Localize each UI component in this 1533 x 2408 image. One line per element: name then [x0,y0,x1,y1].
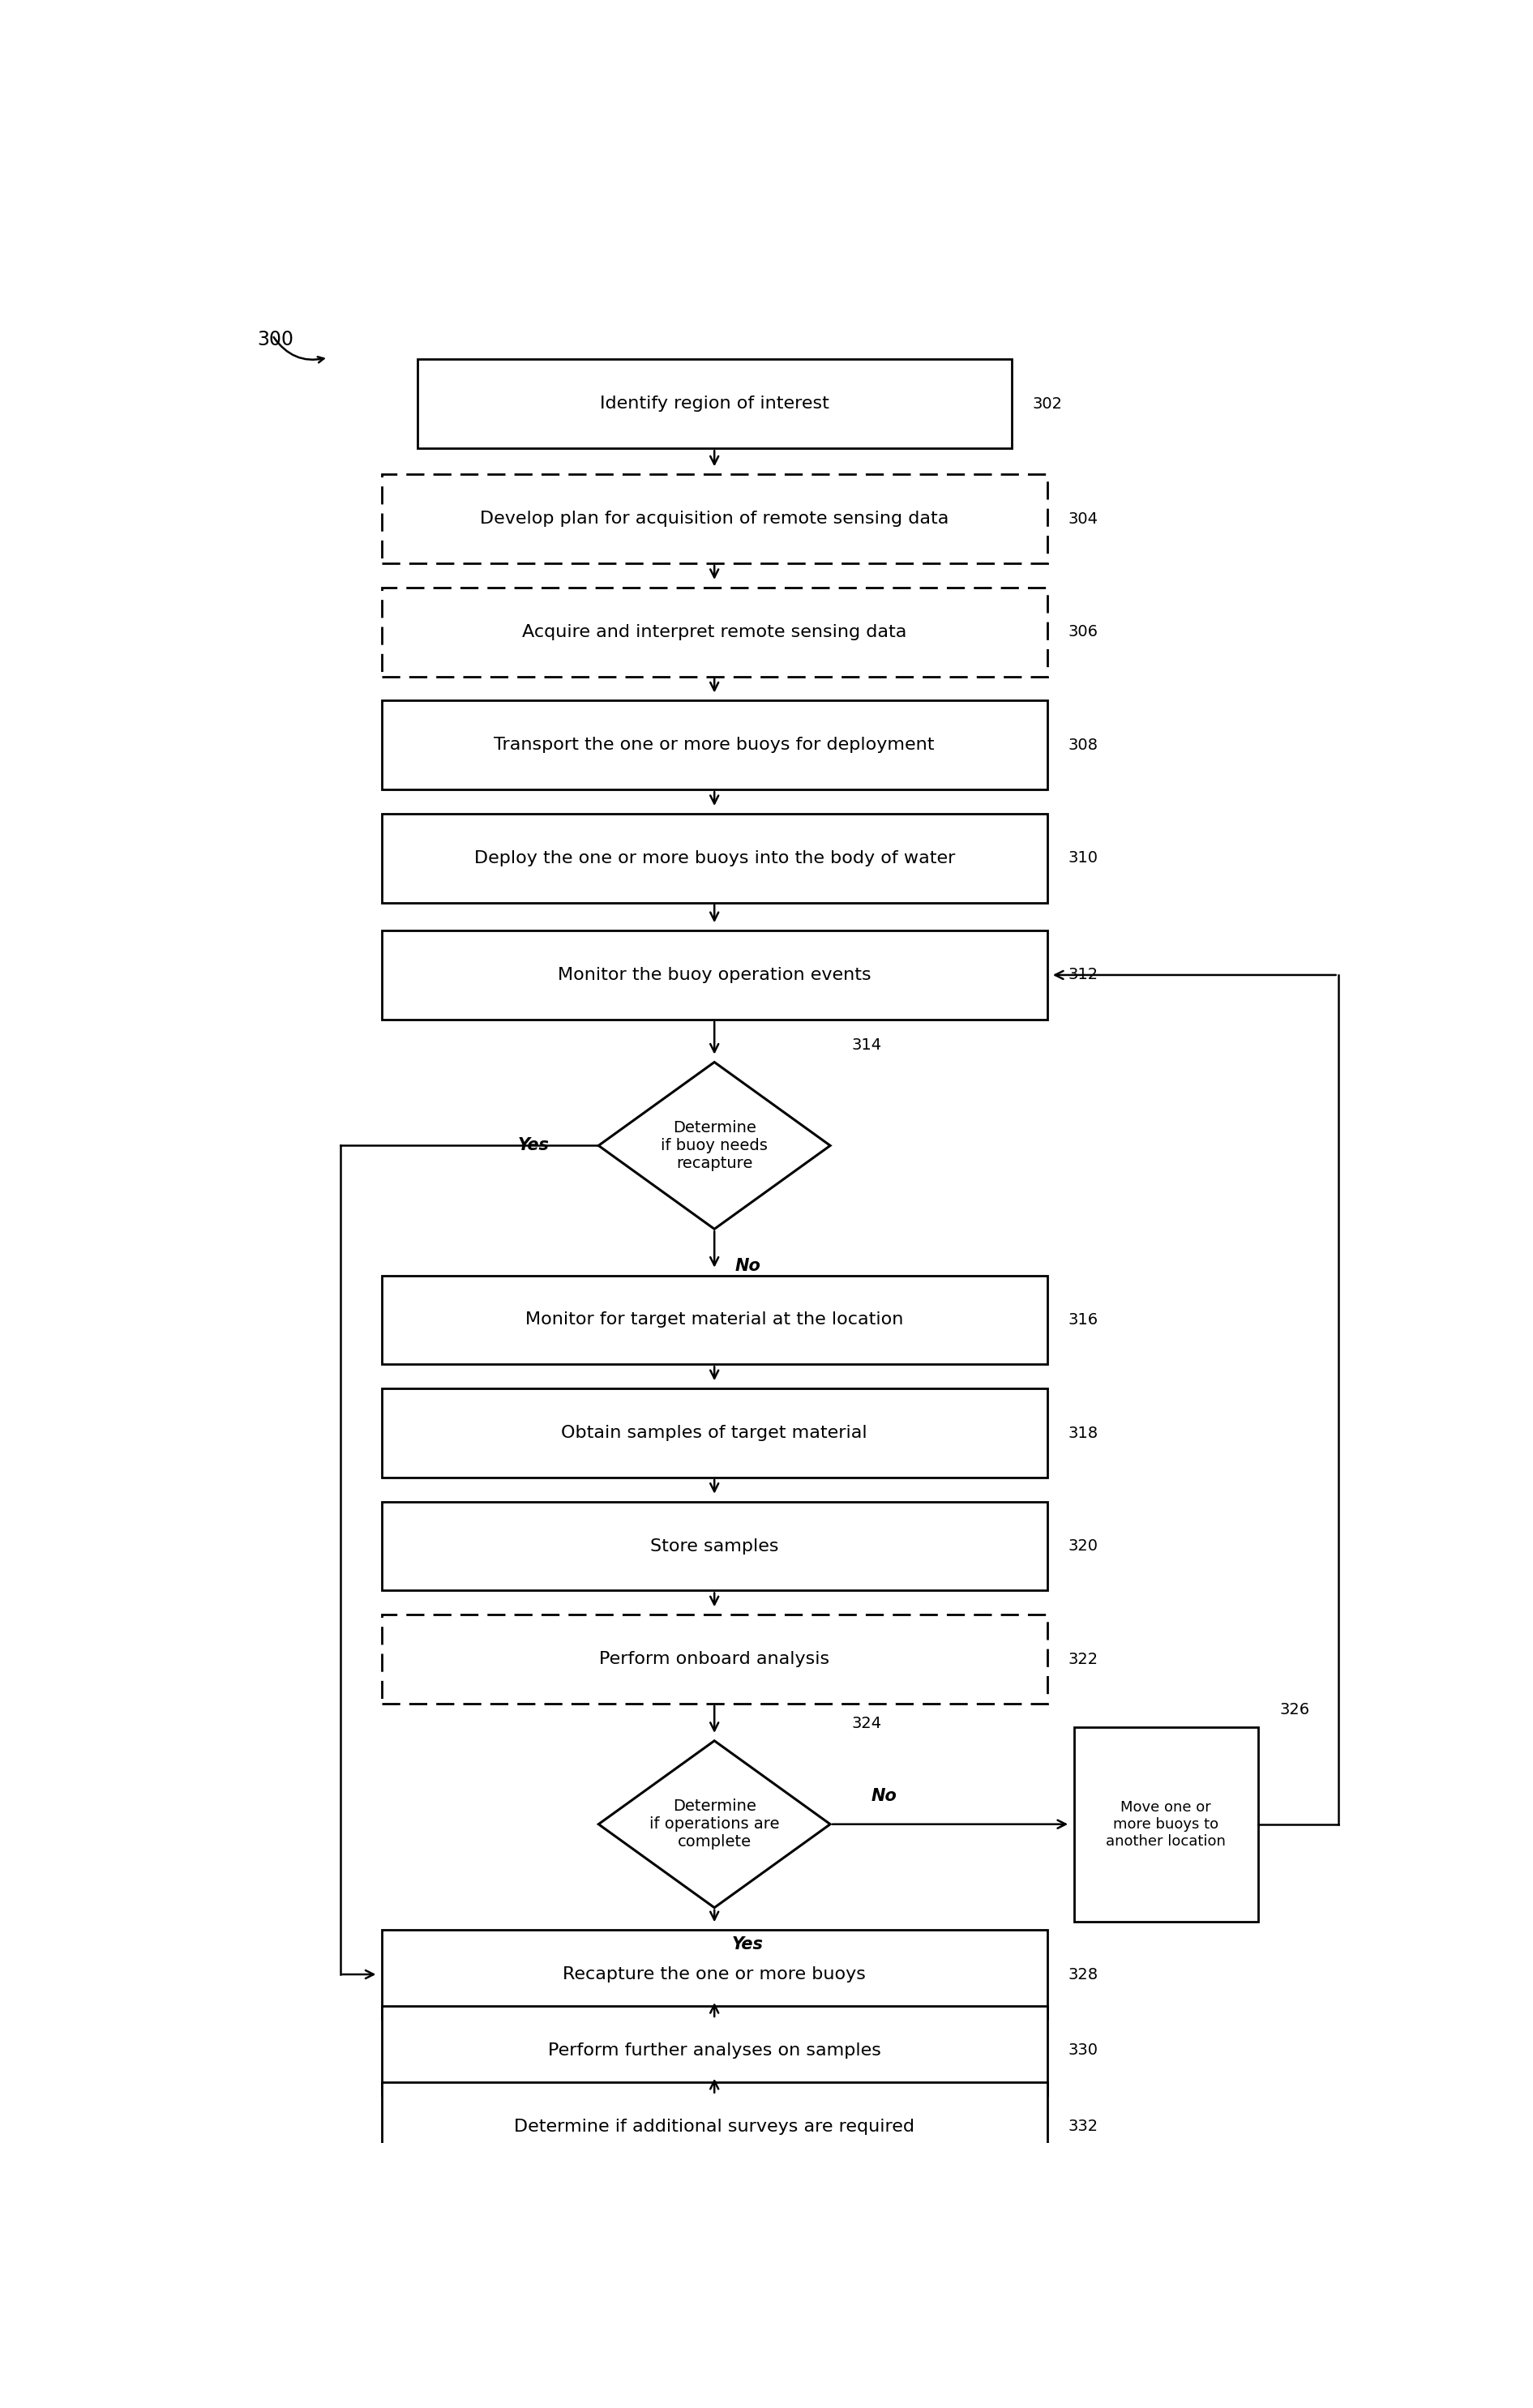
Text: 302: 302 [1033,397,1062,412]
FancyBboxPatch shape [382,1389,1047,1479]
Text: Transport the one or more buoys for deployment: Transport the one or more buoys for depl… [494,737,935,754]
Text: Store samples: Store samples [650,1539,779,1553]
Text: Deploy the one or more buoys into the body of water: Deploy the one or more buoys into the bo… [474,850,955,867]
Text: 328: 328 [1069,1967,1099,1982]
Text: Develop plan for acquisition of remote sensing data: Develop plan for acquisition of remote s… [480,510,949,527]
Text: Identify region of interest: Identify region of interest [599,395,829,412]
Text: Yes: Yes [731,1936,763,1953]
Text: Yes: Yes [518,1137,549,1153]
Text: 308: 308 [1069,737,1099,754]
Text: Acquire and interpret remote sensing data: Acquire and interpret remote sensing dat… [523,624,906,641]
FancyBboxPatch shape [382,1503,1047,1592]
Text: 304: 304 [1069,510,1099,527]
Text: 320: 320 [1069,1539,1099,1553]
FancyBboxPatch shape [382,929,1047,1019]
Polygon shape [598,1741,831,1907]
Text: Monitor the buoy operation events: Monitor the buoy operation events [558,968,871,982]
Text: 300: 300 [258,330,293,349]
FancyBboxPatch shape [382,1929,1047,2018]
FancyBboxPatch shape [382,588,1047,677]
FancyBboxPatch shape [382,814,1047,903]
Text: 332: 332 [1069,2119,1099,2133]
Polygon shape [598,1062,831,1228]
FancyBboxPatch shape [382,2006,1047,2095]
Text: 310: 310 [1069,850,1099,867]
Text: 326: 326 [1280,1702,1309,1717]
Text: No: No [871,1789,897,1804]
FancyBboxPatch shape [1073,1727,1259,1922]
FancyBboxPatch shape [382,2083,1047,2172]
FancyBboxPatch shape [382,701,1047,790]
Text: 324: 324 [852,1717,881,1731]
Text: Move one or
more buoys to
another location: Move one or more buoys to another locati… [1105,1801,1226,1849]
Text: Determine if additional surveys are required: Determine if additional surveys are requ… [514,2119,915,2133]
Text: 314: 314 [852,1038,881,1052]
Text: Obtain samples of target material: Obtain samples of target material [561,1426,868,1440]
Text: Recapture the one or more buoys: Recapture the one or more buoys [563,1967,866,1982]
FancyBboxPatch shape [417,359,1012,448]
Text: Determine
if buoy needs
recapture: Determine if buoy needs recapture [661,1120,768,1170]
FancyBboxPatch shape [382,1616,1047,1705]
Text: No: No [734,1257,760,1274]
FancyBboxPatch shape [382,474,1047,563]
Text: Monitor for target material at the location: Monitor for target material at the locat… [526,1312,903,1327]
Text: 322: 322 [1069,1652,1099,1666]
Text: Perform onboard analysis: Perform onboard analysis [599,1652,829,1666]
Text: Determine
if operations are
complete: Determine if operations are complete [650,1799,779,1849]
Text: 318: 318 [1069,1426,1099,1440]
Text: 330: 330 [1069,2042,1099,2059]
Text: 306: 306 [1069,624,1099,641]
FancyBboxPatch shape [382,1276,1047,1365]
Text: 312: 312 [1069,968,1099,982]
Text: Perform further analyses on samples: Perform further analyses on samples [547,2042,881,2059]
Text: 316: 316 [1069,1312,1099,1327]
